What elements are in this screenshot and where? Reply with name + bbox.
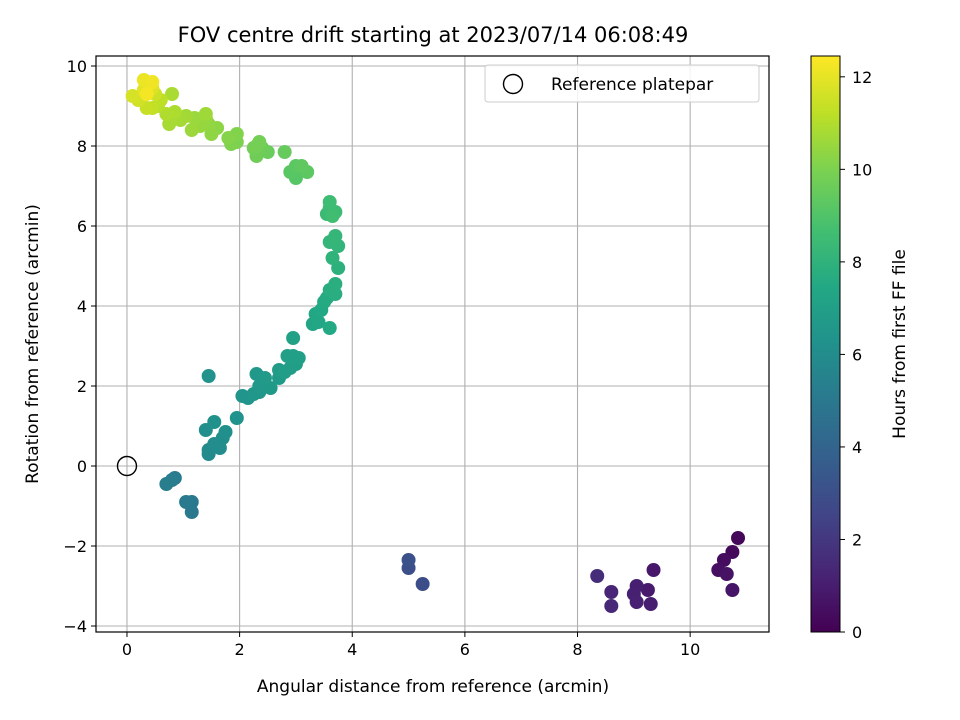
chart-title: FOV centre drift starting at 2023/07/14 … — [178, 23, 689, 47]
data-point — [328, 229, 343, 243]
colorbar-tick-label: 0 — [852, 623, 862, 642]
data-point — [294, 159, 309, 173]
x-axis-label: Angular distance from reference (arcmin) — [257, 677, 609, 697]
data-point — [207, 415, 222, 429]
y-tick-label: 0 — [77, 457, 87, 476]
data-point — [415, 577, 430, 591]
data-point — [249, 139, 264, 153]
data-point — [179, 495, 194, 509]
x-tick-label: 6 — [460, 640, 470, 659]
y-tick-label: 4 — [77, 297, 87, 316]
data-point — [328, 287, 343, 301]
colorbar-tick-label: 4 — [852, 438, 862, 457]
data-point — [646, 563, 661, 577]
y-axis-label: Rotation from reference (arcmin) — [23, 204, 43, 484]
data-point — [643, 597, 658, 611]
colorbar-tick-label: 6 — [852, 345, 862, 364]
y-tick-label: −4 — [63, 617, 87, 636]
data-point — [280, 349, 295, 363]
data-points — [125, 73, 746, 613]
data-point — [125, 89, 140, 103]
data-point — [165, 87, 180, 101]
data-point — [277, 145, 292, 159]
data-point — [229, 411, 244, 425]
data-point — [725, 583, 740, 597]
data-point — [322, 321, 337, 335]
x-tick-label: 0 — [122, 640, 132, 659]
data-point — [325, 209, 340, 223]
legend-label-reference: Reference platepar — [551, 75, 713, 95]
data-point — [640, 583, 655, 597]
data-point — [328, 277, 343, 291]
y-tick-label: 10 — [67, 57, 87, 76]
data-point — [218, 425, 233, 439]
data-point — [590, 569, 605, 583]
data-point — [604, 585, 619, 599]
legend-marker-reference — [502, 73, 524, 95]
grid — [96, 56, 769, 632]
legend: Reference platepar — [484, 64, 760, 103]
data-point — [322, 195, 337, 209]
y-tick-label: 6 — [77, 217, 87, 236]
data-point — [731, 531, 746, 545]
legend-box — [484, 64, 760, 103]
reference-layer — [116, 455, 138, 477]
axis-ticks: 0 2 4 6 8 10 −4 −2 0 2 4 6 8 10 — [63, 57, 700, 659]
x-tick-label: 8 — [572, 640, 582, 659]
colorbar-ticks: 0 2 4 6 8 10 12 — [840, 68, 872, 642]
reference-platepar-marker — [116, 455, 138, 477]
data-point — [291, 351, 306, 365]
data-point — [325, 251, 340, 265]
data-point — [719, 567, 734, 581]
y-tick-label: −2 — [63, 537, 87, 556]
x-tick-label: 4 — [347, 640, 357, 659]
data-point — [184, 123, 199, 137]
data-point — [286, 331, 301, 345]
data-point — [201, 369, 216, 383]
colorbar-tick-label: 12 — [852, 68, 872, 87]
y-tick-label: 2 — [77, 377, 87, 396]
colorbar-tick-label: 2 — [852, 530, 862, 549]
x-tick-label: 10 — [680, 640, 700, 659]
data-point — [401, 553, 416, 567]
plot-frame — [95, 55, 770, 633]
data-point — [604, 599, 619, 613]
colorbar-label: Hours from first FF file — [890, 249, 910, 439]
data-point — [139, 87, 154, 101]
colorbar: 0 2 4 6 8 10 12 Hours from first FF file — [810, 55, 910, 642]
data-point — [257, 371, 272, 385]
data-point — [159, 477, 174, 491]
data-point — [198, 107, 213, 121]
data-point — [221, 131, 236, 145]
colorbar-tick-label: 8 — [852, 253, 862, 272]
colorbar-tick-label: 10 — [852, 160, 872, 179]
data-point — [145, 75, 160, 89]
y-tick-label: 8 — [77, 137, 87, 156]
colorbar-gradient — [810, 55, 841, 633]
x-tick-label: 2 — [235, 640, 245, 659]
data-point — [629, 595, 644, 609]
